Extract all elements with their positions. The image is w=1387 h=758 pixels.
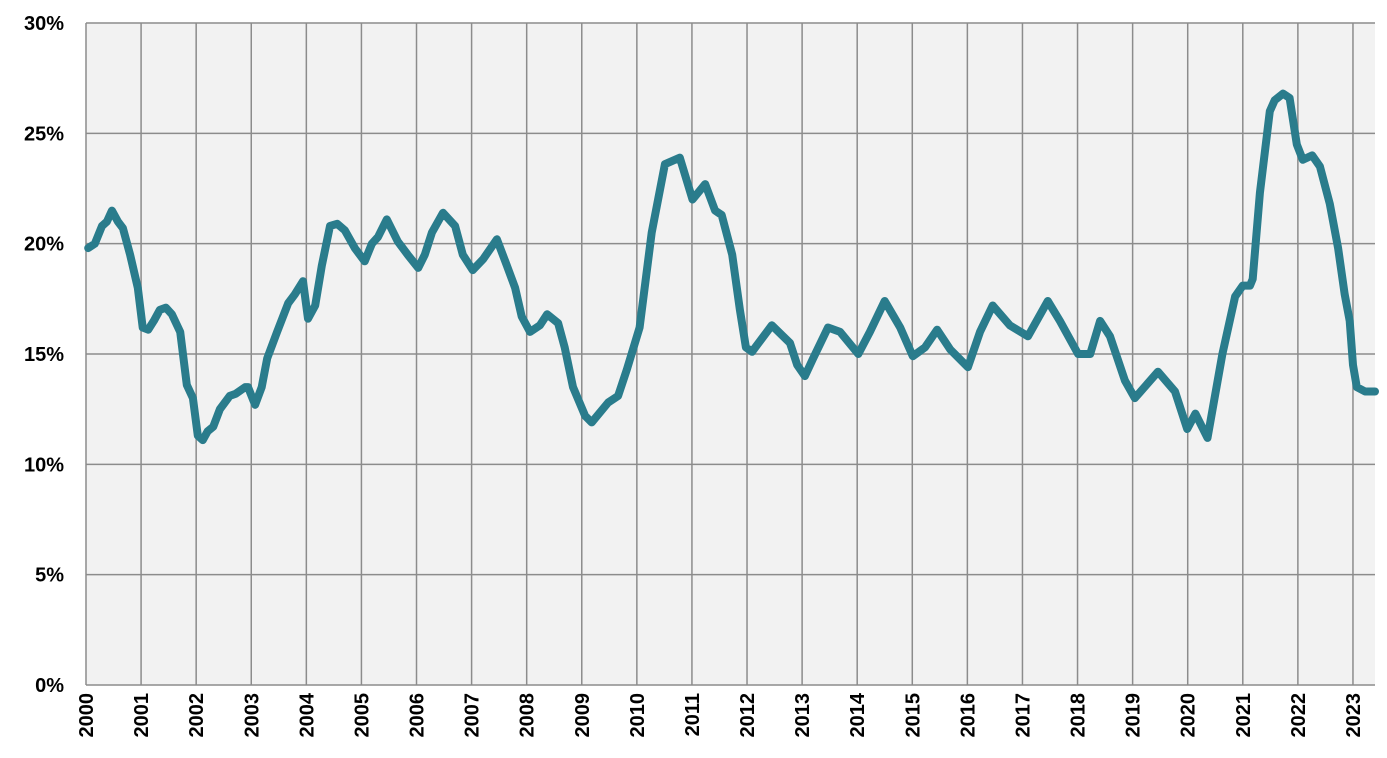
x-tick-label: 2020 — [1178, 693, 1200, 738]
x-tick-label: 2022 — [1288, 693, 1310, 738]
x-tick-label: 2015 — [902, 693, 924, 738]
x-tick-label: 2010 — [627, 693, 649, 738]
y-tick-label: 10% — [24, 454, 64, 476]
x-tick-label: 2009 — [572, 693, 594, 738]
data-line — [84, 89, 1379, 445]
x-tick-label: 2007 — [462, 693, 484, 738]
x-tick-label: 2019 — [1123, 693, 1145, 738]
y-tick-label: 30% — [24, 13, 64, 35]
y-tick-label: 20% — [24, 234, 64, 256]
x-tick-label: 2018 — [1068, 693, 1090, 738]
x-tick-label: 2014 — [847, 692, 869, 737]
y-tick-label: 5% — [35, 565, 64, 587]
x-tick-label: 2012 — [737, 693, 759, 738]
x-tick-label: 2023 — [1343, 693, 1365, 738]
x-tick-label: 2004 — [296, 692, 318, 737]
x-tick-label: 2003 — [241, 693, 263, 738]
x-tick-label: 2016 — [957, 693, 979, 738]
x-tick-label: 2000 — [76, 693, 98, 738]
x-tick-label: 2017 — [1012, 693, 1034, 738]
x-tick-label: 2006 — [407, 693, 429, 738]
x-tick-label: 2011 — [682, 693, 704, 736]
y-tick-label: 0% — [35, 675, 64, 697]
y-tick-label: 25% — [24, 123, 64, 145]
x-tick-label: 2002 — [186, 693, 208, 738]
x-tick-label: 2005 — [351, 693, 373, 738]
x-tick-label: 2021 — [1233, 693, 1255, 738]
x-tick-label: 2013 — [792, 693, 814, 738]
x-tick-label: 2008 — [517, 693, 539, 738]
y-tick-label: 15% — [24, 344, 64, 366]
x-tick-label: 2001 — [131, 693, 153, 738]
